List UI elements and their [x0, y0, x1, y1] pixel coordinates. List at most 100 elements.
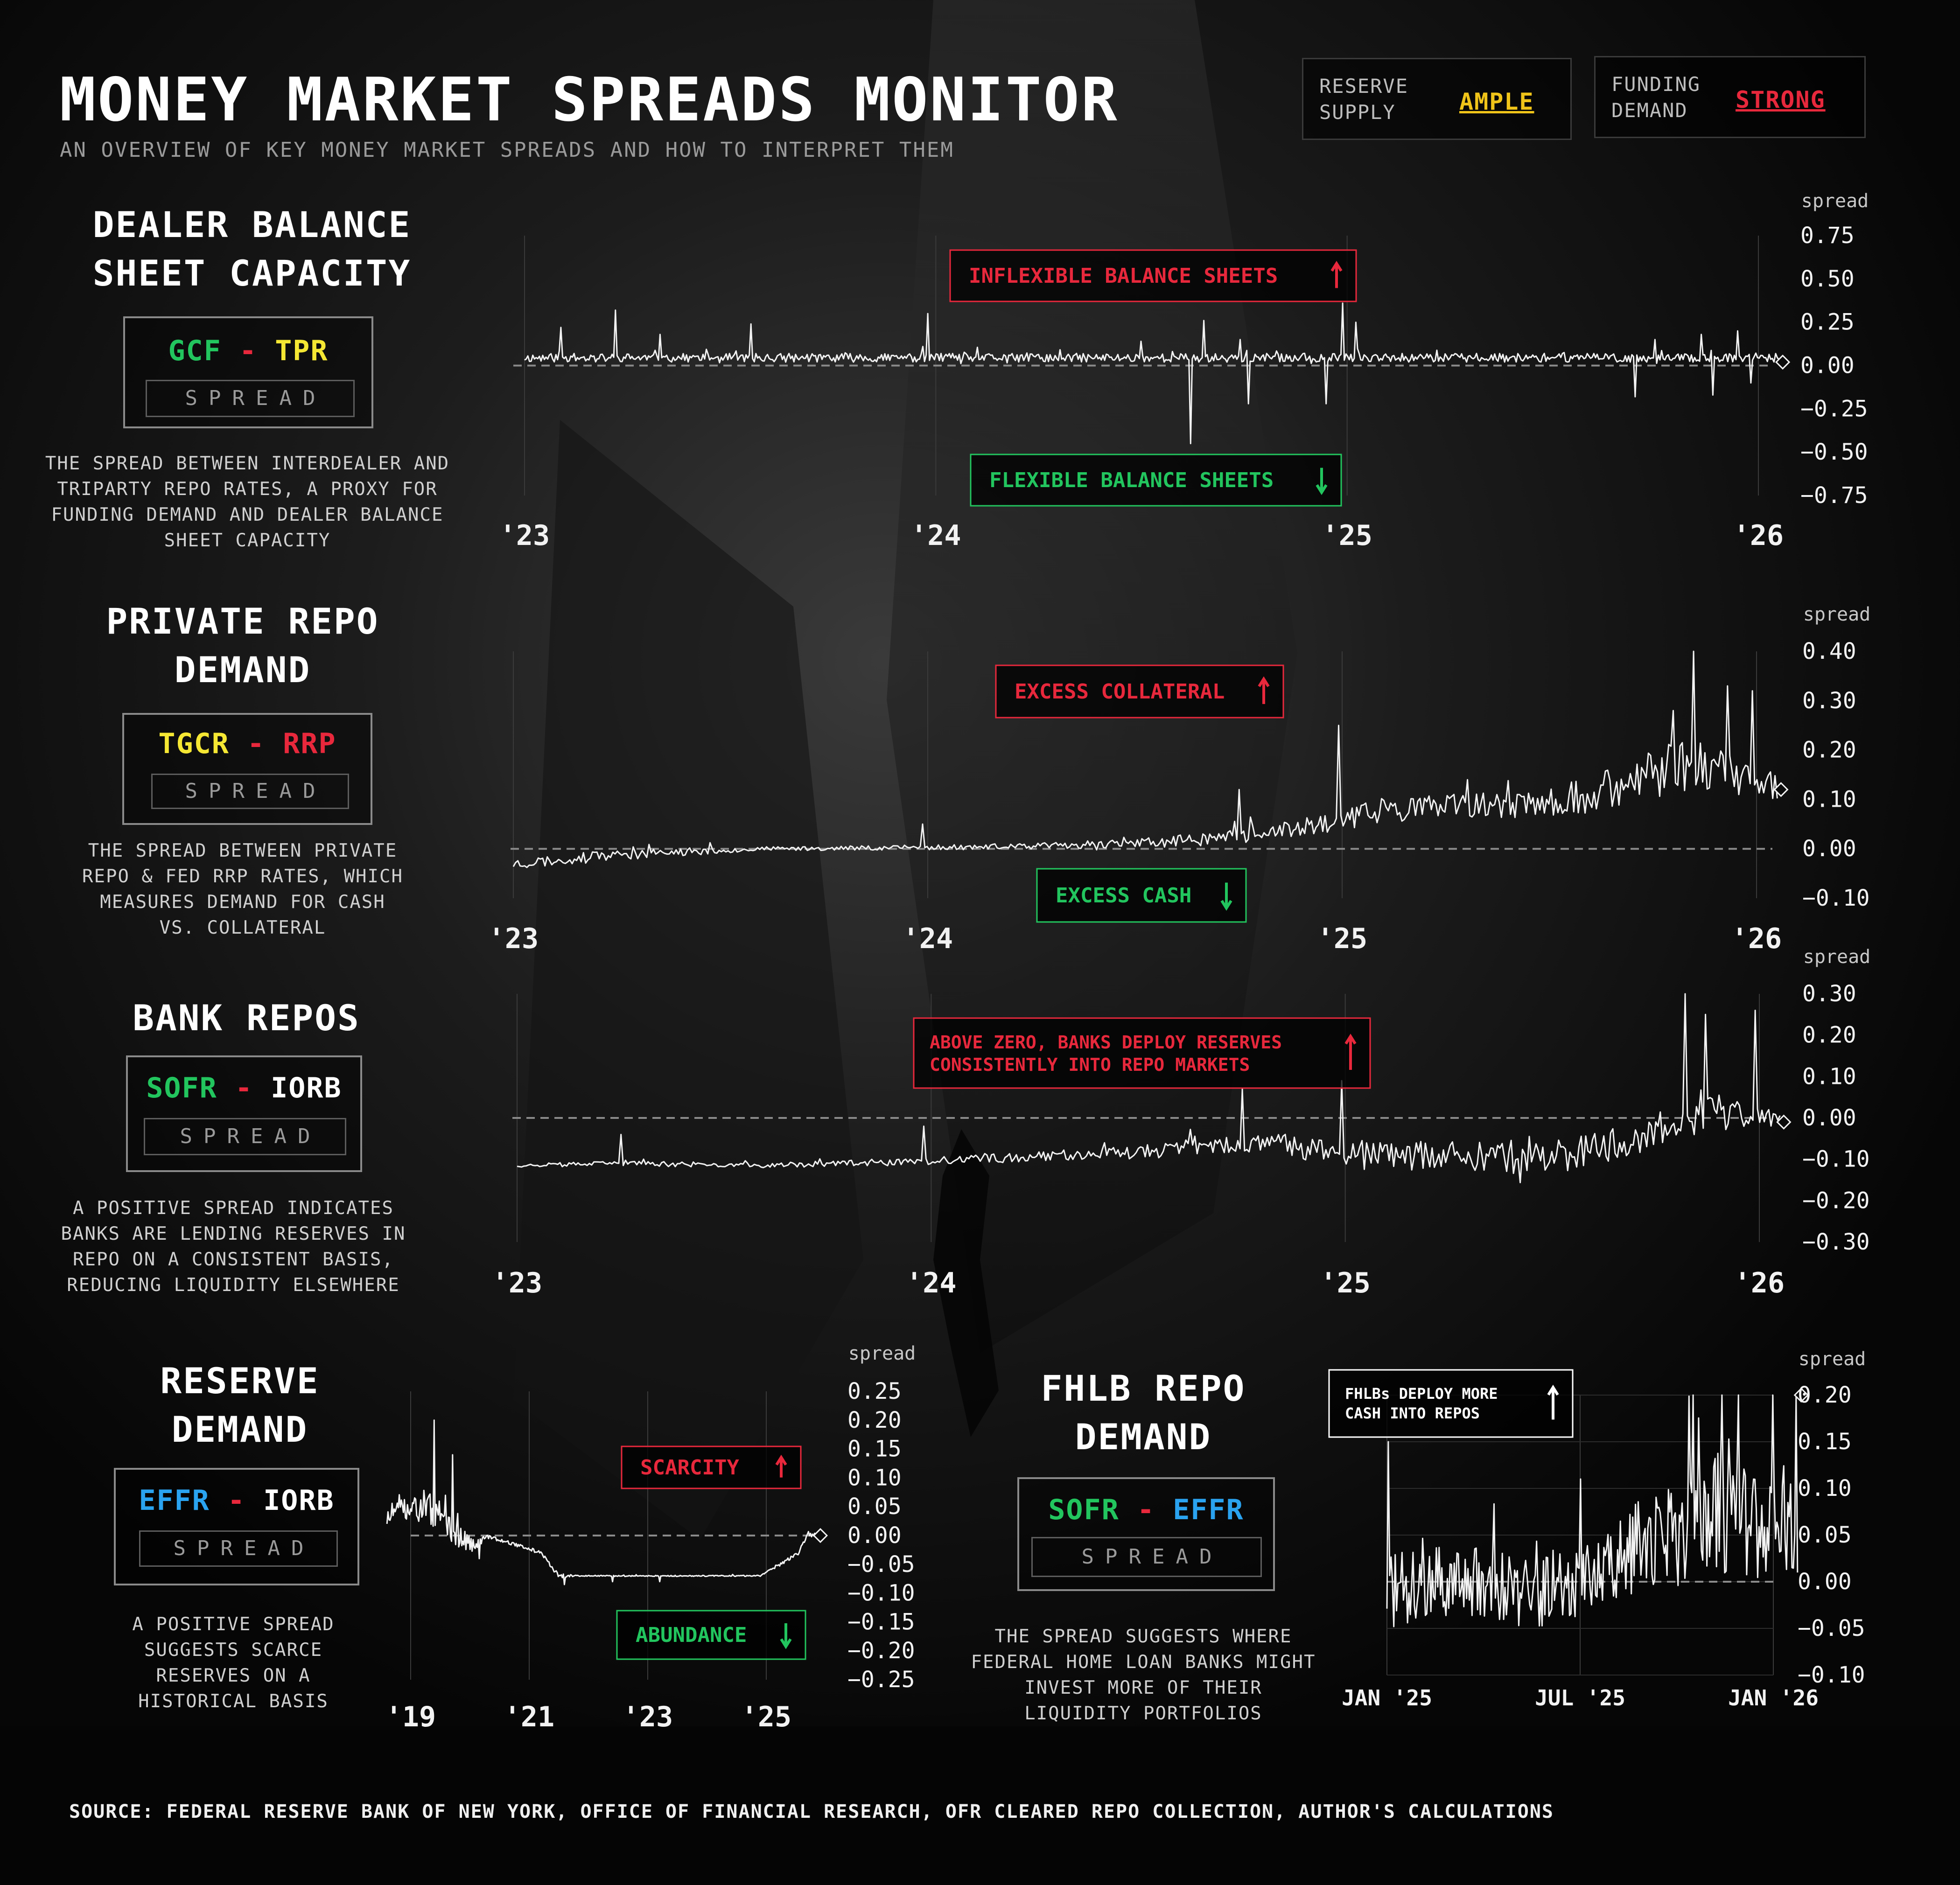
annotation-text: ABUNDANCE	[636, 1623, 747, 1647]
desc-line: REDUCING LIQUIDITY ELSEWHERE	[67, 1275, 400, 1296]
reserve-formula-box: EFFR - IORB SPREAD	[114, 1468, 359, 1585]
annotation-text: FLEXIBLE BALANCE SHEETS	[989, 468, 1274, 492]
formula-left: SOFR	[146, 1072, 217, 1104]
y-axis-label: spread	[1803, 946, 1871, 968]
spread-line	[386, 1419, 818, 1585]
y-tick-label: 0.75	[1800, 223, 1855, 249]
annotation-text: CONSISTENTLY INTO REPO MARKETS	[930, 1054, 1250, 1075]
y-tick-label: 0.00	[1802, 836, 1856, 862]
y-tick-label: 0.30	[1802, 981, 1856, 1007]
status-label-line1: RESERVE	[1319, 75, 1409, 98]
title-line: FHLB REPO	[1041, 1368, 1246, 1409]
y-tick-label: 0.05	[847, 1494, 902, 1520]
formula-right: EFFR	[1173, 1494, 1244, 1526]
y-tick-label: 0.40	[1802, 638, 1856, 664]
y-tick-label: 0.10	[847, 1465, 902, 1491]
spread-line	[524, 302, 1780, 445]
desc-line: SHEET CAPACITY	[164, 530, 331, 551]
y-tick-label: −0.75	[1800, 482, 1868, 509]
desc-line: FUNDING DEMAND AND DEALER BALANCE	[51, 504, 444, 525]
private-section-title: PRIVATE REPO DEMAND	[9, 597, 476, 694]
formula-right: RRP	[283, 727, 336, 760]
y-tick-label: 0.00	[1802, 1105, 1856, 1131]
annotation-box: SCARCITY	[621, 1445, 802, 1489]
formula-operator: -	[247, 727, 266, 760]
y-tick-label: 0.00	[1798, 1569, 1852, 1595]
annotation-box: ABUNDANCE	[616, 1610, 806, 1660]
y-tick-label: −0.20	[1802, 1187, 1870, 1214]
annotation-text: EXCESS COLLATERAL	[1015, 680, 1225, 704]
formula-left: SOFR	[1048, 1494, 1120, 1526]
bank-formula-box: SOFR - IORB SPREAD	[126, 1055, 362, 1172]
desc-line: HISTORICAL BASIS	[138, 1691, 329, 1712]
x-tick-label: '23	[623, 1701, 673, 1733]
x-tick-label: '26	[1734, 1267, 1785, 1299]
desc-line: SUGGESTS SCARCE	[144, 1640, 323, 1661]
y-tick-label: 0.20	[1798, 1382, 1852, 1408]
spread-tag: SPREAD	[139, 1530, 338, 1567]
formula: SOFR - IORB	[128, 1069, 360, 1107]
latest-value-marker	[1776, 1114, 1792, 1130]
x-tick-label: '25	[1317, 922, 1367, 955]
status-label-line2: DEMAND	[1611, 99, 1688, 122]
annotation-box: EXCESS COLLATERAL	[995, 664, 1284, 719]
fhlb-section-title: FHLB REPO DEMAND	[910, 1364, 1377, 1461]
y-tick-label: −0.05	[1798, 1615, 1865, 1641]
annotation-text: INFLEXIBLE BALANCE SHEETS	[969, 264, 1278, 288]
annotation-border	[616, 1610, 806, 1660]
annotation-border	[913, 1017, 1371, 1089]
desc-line: INVEST MORE OF THEIR	[1024, 1677, 1262, 1698]
y-tick-label: 0.20	[1802, 737, 1856, 763]
title-line: BANK REPOS	[133, 997, 360, 1039]
annotation-box: ABOVE ZERO, BANKS DEPLOY RESERVESCONSIST…	[913, 1017, 1371, 1089]
annotation-text: FHLBs DEPLOY MORE	[1345, 1385, 1498, 1403]
y-tick-label: 0.05	[1798, 1522, 1852, 1548]
annotation-box: EXCESS CASH	[1036, 868, 1247, 923]
x-tick-label: '24	[903, 922, 953, 955]
x-tick-label: '24	[906, 1267, 956, 1299]
formula-right: TPR	[275, 335, 329, 367]
desc-line: THE SPREAD BETWEEN PRIVATE	[88, 840, 398, 861]
annotation-text: ABOVE ZERO, BANKS DEPLOY RESERVES	[930, 1032, 1282, 1053]
title-line: DEMAND	[171, 1409, 308, 1450]
annotation-border	[949, 249, 1357, 302]
formula-left: TGCR	[158, 727, 230, 760]
funding-demand-status: FUNDING DEMAND STRONG	[1594, 56, 1866, 138]
y-tick-label: 0.15	[847, 1436, 902, 1462]
dealer-section-title: DEALER BALANCE SHEET CAPACITY	[19, 201, 485, 298]
x-tick-label: '26	[1731, 922, 1782, 955]
annotation-text: SCARCITY	[640, 1456, 739, 1480]
x-tick-label: '25	[1320, 1267, 1370, 1299]
x-tick-label: JAN '25	[1342, 1685, 1432, 1710]
y-tick-label: −0.10	[1802, 1146, 1870, 1173]
formula: SOFR - EFFR	[1019, 1491, 1273, 1529]
desc-line: VS. COLLATERAL	[159, 917, 326, 938]
status-label-line2: SUPPLY	[1319, 101, 1396, 124]
x-tick-label: '26	[1733, 519, 1784, 552]
y-tick-label: 0.20	[847, 1407, 902, 1433]
arrow-down-icon	[1220, 882, 1232, 911]
dealer-formula-box: GCF - TPR SPREAD	[123, 316, 373, 428]
x-tick-label: '23	[499, 519, 550, 552]
arrow-up-icon	[1258, 676, 1270, 704]
annotation-border	[621, 1445, 802, 1489]
fhlb-chart: spread0.200.150.100.050.00−0.05−0.10JAN …	[1328, 1348, 1866, 1710]
y-tick-label: 0.10	[1802, 786, 1856, 812]
y-tick-label: 0.10	[1798, 1475, 1852, 1501]
arrow-down-icon	[780, 1623, 792, 1649]
formula: TGCR - RRP	[124, 725, 371, 762]
formula-left: EFFR	[139, 1484, 210, 1517]
x-tick-label: JAN '26	[1728, 1685, 1819, 1710]
reserve-section-title: RESERVE DEMAND	[7, 1357, 473, 1454]
fhlb-description: THE SPREAD SUGGESTS WHERE FEDERAL HOME L…	[910, 1624, 1377, 1726]
bank-chart: spread 0.30 0.20 0.10 0.00 −0.10 −0.20 −0.30 '23…	[492, 946, 1870, 1299]
arrow-up-icon	[1344, 1033, 1357, 1070]
y-tick-label: −0.25	[1800, 396, 1868, 422]
desc-line: LIQUIDITY PORTFOLIOS	[1024, 1703, 1262, 1724]
x-tick-label: '23	[492, 1267, 542, 1299]
private-description: THE SPREAD BETWEEN PRIVATE REPO & FED RR…	[9, 838, 476, 941]
x-tick-label: '21	[504, 1701, 554, 1733]
dealer-chart: spread 0.75 0.50 0.25 0.00 −0.25 −0.50 −0.75 '23…	[499, 190, 1869, 552]
